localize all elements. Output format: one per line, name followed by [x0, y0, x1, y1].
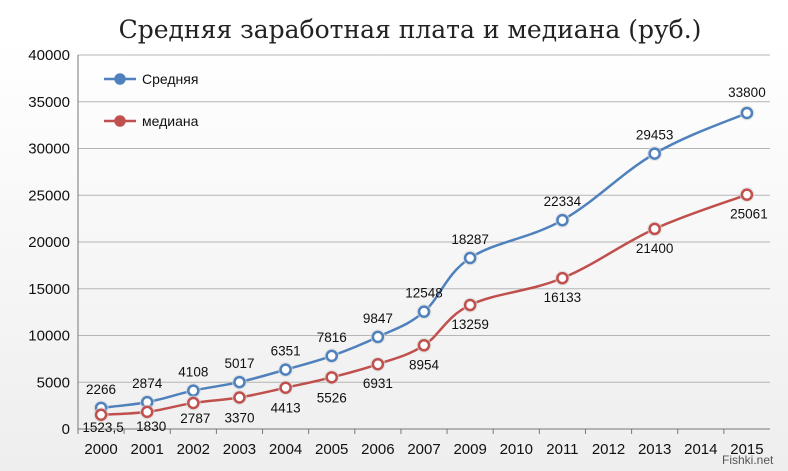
y-tick-label: 25000: [28, 187, 70, 204]
data-label: 18287: [451, 232, 489, 247]
series: 2266 2874 4108 5017 6351 7816 9847 12548 18287 22…: [82, 85, 767, 435]
data-point: [648, 147, 661, 160]
legend-label: Средняя: [142, 71, 198, 87]
y-tick-label: 0: [62, 421, 70, 438]
data-label: 5526: [317, 390, 347, 405]
data-label: 4413: [271, 401, 301, 416]
x-tick-label: 2012: [592, 441, 625, 458]
data-point: [740, 188, 754, 201]
x-tick-label: 2013: [638, 441, 671, 458]
data-point: [648, 222, 661, 236]
data-point: [463, 298, 477, 312]
y-tick-label: 5000: [37, 374, 70, 391]
legend-marker: [114, 73, 126, 85]
data-point: [187, 384, 200, 397]
x-tick-label: 2001: [131, 441, 164, 458]
x-axis-ticks: 2000 2001 2002 2003 2004 2005 2006 2007 2009 2010…: [77, 429, 764, 458]
data-point: [233, 391, 246, 404]
legend-marker: [114, 115, 126, 127]
data-point: [279, 363, 292, 376]
data-point: [325, 349, 338, 363]
data-point: [417, 339, 431, 352]
y-tick-label: 20000: [28, 234, 70, 251]
data-point: [371, 357, 385, 371]
x-tick-label: 2000: [84, 441, 117, 458]
y-tick-label: 40000: [28, 47, 70, 64]
y-tick-label: 35000: [28, 94, 70, 111]
y-tick-label: 30000: [28, 141, 70, 158]
x-tick-label: 2004: [269, 441, 302, 458]
data-label: 2787: [180, 411, 210, 426]
data-label: 29453: [636, 128, 674, 143]
x-tick-label: 2014: [684, 441, 717, 458]
data-point: [463, 251, 477, 265]
y-tick-label: 10000: [28, 328, 70, 345]
x-tick-label: 2002: [177, 441, 210, 458]
data-point: [556, 213, 569, 227]
grid-lines: [77, 54, 770, 430]
data-label: 2874: [132, 376, 163, 391]
data-point: [187, 396, 200, 410]
data-label: 7816: [317, 330, 347, 345]
data-label: 33800: [728, 85, 766, 100]
data-label: 22334: [544, 194, 582, 209]
data-label: 1830: [136, 419, 166, 434]
data-point: [325, 371, 338, 384]
x-tick-label: 2007: [407, 441, 440, 458]
legend-label: медиана: [142, 113, 199, 129]
data-point: [94, 408, 108, 422]
chart-title: Средняя заработная плата и медиана (руб.…: [119, 15, 702, 44]
x-tick-label: 2005: [315, 441, 348, 458]
data-label: 16133: [544, 290, 582, 305]
data-label: 4108: [178, 365, 208, 380]
data-label: 8954: [409, 357, 440, 372]
data-label: 9847: [363, 311, 393, 326]
series-average: 2266 2874 4108 5017 6351 7816 9847 12548 18287 22…: [86, 85, 766, 416]
data-point: [556, 271, 569, 285]
data-point: [140, 405, 154, 419]
x-tick-label: 2015: [730, 441, 763, 458]
data-label: 1523,5: [82, 420, 123, 435]
x-tick-label: 2003: [223, 441, 256, 458]
series-median: 1523,5 1830 2787 3370 4413 5526 6931 8954 13259 1…: [82, 187, 768, 435]
data-label: 2266: [86, 382, 116, 397]
data-point: [740, 106, 754, 120]
data-label: 13259: [451, 317, 489, 332]
x-tick-label: 2010: [500, 441, 533, 458]
legend: Средняя медиана: [104, 71, 199, 129]
x-tick-label: 2006: [361, 441, 394, 458]
data-label: 12548: [405, 286, 443, 301]
y-tick-label: 15000: [28, 281, 70, 298]
data-point: [233, 375, 246, 389]
y-axis-ticks: 0 5000 10000 15000 20000 25000 30000 35000 40000: [28, 47, 70, 438]
data-label: 3370: [224, 410, 254, 425]
watermark-text: Fishki.net: [722, 453, 774, 467]
data-point: [279, 381, 292, 394]
data-label: 25061: [730, 207, 768, 222]
data-point: [417, 305, 431, 318]
x-tick-label: 2011: [546, 441, 578, 458]
data-label: 5017: [224, 356, 254, 371]
x-tick-label: 2009: [453, 441, 486, 458]
data-label: 6351: [271, 344, 301, 359]
data-label: 21400: [636, 241, 674, 256]
data-point: [371, 330, 385, 344]
data-label: 6931: [363, 376, 393, 391]
